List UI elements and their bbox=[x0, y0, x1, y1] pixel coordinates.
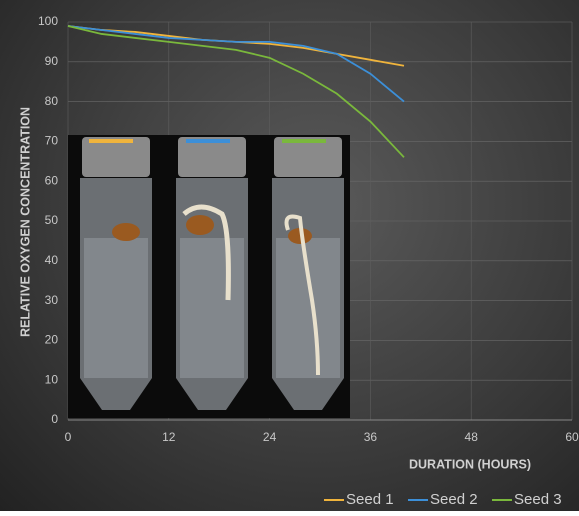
x-tick-label: 12 bbox=[162, 430, 176, 444]
legend-label: Seed 1 bbox=[346, 491, 394, 508]
seed-photo bbox=[68, 135, 350, 418]
y-tick-label: 10 bbox=[45, 372, 59, 386]
y-tick-label: 50 bbox=[45, 213, 59, 227]
data-line bbox=[67, 25, 405, 103]
y-tick-label: 80 bbox=[45, 94, 59, 108]
x-tick-label: 0 bbox=[65, 430, 72, 444]
legend: Seed 1 Seed 2 Seed 3 bbox=[324, 491, 562, 508]
tube bbox=[272, 137, 344, 410]
x-tick-label: 24 bbox=[263, 430, 277, 444]
y-tick-label: 30 bbox=[45, 293, 59, 307]
y-tick-label: 100 bbox=[38, 14, 58, 28]
y-tick-label: 90 bbox=[45, 54, 59, 68]
y-tick-label: 70 bbox=[45, 134, 59, 148]
x-tick-label: 60 bbox=[565, 430, 579, 444]
tube bbox=[176, 137, 248, 410]
tube bbox=[80, 137, 152, 410]
plot bbox=[67, 25, 405, 158]
legend-label: Seed 3 bbox=[514, 491, 562, 508]
y-tick-label: 20 bbox=[45, 333, 59, 347]
y-tick-label: 40 bbox=[45, 253, 59, 267]
y-tick-label: 0 bbox=[51, 412, 58, 426]
data-line bbox=[67, 25, 405, 158]
x-tick-label: 36 bbox=[364, 430, 378, 444]
x-axis-title: DURATION (HOURS) bbox=[409, 457, 531, 471]
y-axis-title: RELATIVE OXYGEN CONCENTRATION bbox=[18, 107, 32, 337]
legend-label: Seed 2 bbox=[430, 491, 478, 508]
x-tick-label: 48 bbox=[465, 430, 479, 444]
y-tick-label: 60 bbox=[45, 173, 59, 187]
